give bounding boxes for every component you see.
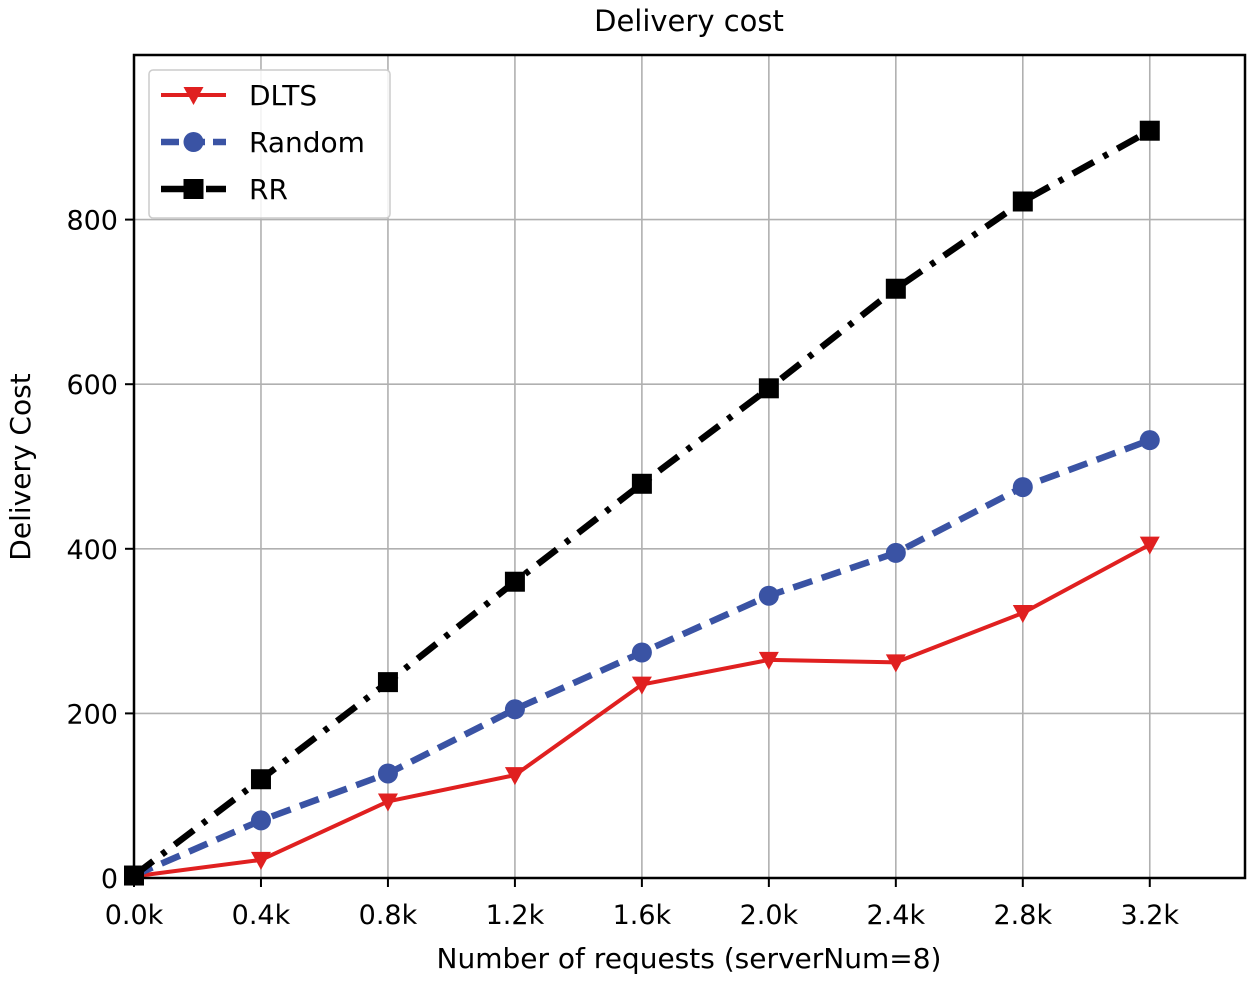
series-rr — [124, 120, 1160, 886]
legend-item-random: Random — [161, 126, 365, 159]
data-point-rr — [377, 672, 398, 693]
x-axis-title: Number of requests (serverNum=8) — [437, 942, 942, 975]
y-tick-label: 400 — [66, 535, 118, 566]
x-tick-label: 1.6k — [613, 900, 672, 931]
data-point-random — [377, 763, 398, 784]
y-tick-label: 600 — [66, 370, 118, 401]
data-point-random — [1012, 477, 1033, 498]
data-point-rr — [885, 278, 906, 299]
data-point-dlts — [1012, 604, 1033, 623]
y-tick-label: 0 — [101, 864, 118, 895]
x-tick-label: 2.8k — [994, 900, 1053, 931]
legend-label-rr: RR — [249, 173, 288, 206]
data-point-dlts — [250, 851, 271, 870]
data-point-random — [885, 542, 906, 563]
chart-title: Delivery cost — [594, 4, 784, 38]
legend-marker-dlts — [183, 87, 204, 105]
legend-item-dlts: DLTS — [161, 79, 317, 112]
x-tick-label: 0.0k — [105, 900, 164, 931]
data-point-dlts — [377, 793, 398, 812]
y-tick-label: 800 — [66, 206, 118, 237]
series-layer — [124, 120, 1160, 887]
data-point-dlts — [758, 651, 779, 670]
x-tick-label: 1.2k — [486, 900, 545, 931]
data-point-random — [631, 642, 652, 663]
series-dlts — [124, 536, 1160, 887]
data-point-dlts — [631, 676, 652, 695]
y-tick-label: 200 — [66, 699, 118, 730]
x-tick-label: 0.8k — [359, 900, 418, 931]
data-point-random — [250, 810, 271, 831]
x-tick-label: 0.4k — [232, 900, 291, 931]
data-point-random — [1139, 430, 1160, 451]
legend-label-random: Random — [249, 126, 365, 159]
data-point-dlts — [1139, 536, 1160, 555]
x-tick-label: 2.4k — [867, 900, 926, 931]
legend-label-dlts: DLTS — [249, 79, 317, 112]
legend-item-rr: RR — [161, 173, 288, 206]
series-line-rr — [132, 127, 1152, 879]
data-point-rr — [631, 473, 652, 494]
grid — [133, 55, 1245, 879]
x-tick-label: 2.0k — [740, 900, 799, 931]
legend-marker-random — [183, 132, 204, 152]
data-point-rr — [1012, 191, 1033, 212]
legend: DLTS Random RR — [148, 69, 391, 219]
legend-box — [148, 69, 391, 219]
data-point-rr — [250, 769, 271, 790]
x-tick-label: 3.2k — [1120, 900, 1179, 931]
data-point-rr — [504, 571, 525, 592]
data-point-rr — [758, 378, 779, 399]
plot-frame — [132, 53, 1247, 880]
data-point-random — [758, 585, 779, 606]
data-point-dlts — [504, 767, 525, 786]
data-point-rr — [1139, 120, 1160, 141]
data-point-random — [504, 699, 525, 720]
legend-marker-rr — [183, 179, 204, 199]
axis-ticks: 0.0k 0.4k 0.8k 1.2k 1.6k 2.0k 2.4k 2.8k 3.2k 0 200… — [66, 206, 1179, 931]
data-point-dlts — [885, 654, 906, 673]
y-axis-title: Delivery Cost — [4, 373, 37, 560]
